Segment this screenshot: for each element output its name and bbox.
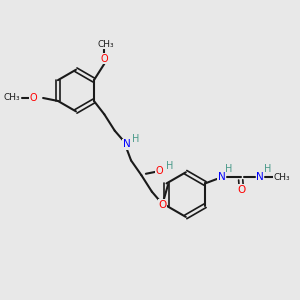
Text: H: H <box>225 164 232 174</box>
Text: N: N <box>218 172 225 182</box>
Text: N: N <box>256 172 264 182</box>
Text: H: H <box>264 164 271 174</box>
Text: O: O <box>100 54 108 64</box>
Text: O: O <box>237 185 245 195</box>
Text: O: O <box>158 200 166 210</box>
Text: O: O <box>30 93 38 103</box>
Text: CH₃: CH₃ <box>273 173 290 182</box>
Text: H: H <box>166 161 173 171</box>
Text: CH₃: CH₃ <box>4 94 20 103</box>
Text: O: O <box>155 166 163 176</box>
Text: CH₃: CH₃ <box>98 40 114 49</box>
Text: N: N <box>123 139 130 149</box>
Text: H: H <box>132 134 140 144</box>
